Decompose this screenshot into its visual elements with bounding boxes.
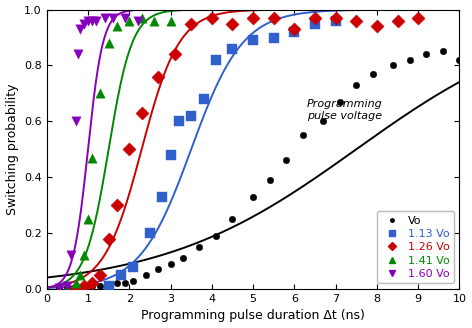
Point — [113, 203, 121, 208]
Point — [55, 285, 63, 290]
Point — [97, 273, 104, 278]
Point — [72, 285, 79, 290]
Point — [167, 152, 174, 157]
Point — [88, 155, 96, 160]
Point — [154, 267, 162, 272]
Point — [422, 51, 430, 57]
Point — [88, 281, 96, 286]
Point — [212, 233, 219, 238]
Point — [389, 63, 397, 68]
Point — [113, 24, 121, 29]
Point — [353, 18, 360, 23]
Point — [369, 71, 377, 76]
Point — [154, 74, 162, 79]
Point — [105, 236, 112, 241]
Point — [196, 244, 203, 250]
Point — [113, 281, 121, 286]
Point — [175, 119, 183, 124]
Text: Programming
pulse voltage: Programming pulse voltage — [307, 99, 382, 121]
Point — [266, 177, 273, 183]
Point — [130, 264, 137, 269]
Point — [64, 284, 71, 289]
Point — [311, 21, 319, 26]
Point — [394, 18, 401, 23]
Point — [101, 15, 108, 21]
Point — [88, 284, 96, 289]
Point — [167, 18, 174, 23]
Point — [64, 285, 71, 290]
Point — [121, 15, 129, 21]
Point — [74, 51, 82, 57]
Point — [72, 119, 79, 124]
Point — [228, 46, 236, 51]
Point — [64, 285, 71, 290]
Point — [126, 147, 133, 152]
Point — [84, 18, 92, 23]
Point — [88, 18, 96, 23]
Point — [117, 273, 125, 278]
Point — [84, 216, 92, 222]
Point — [76, 273, 84, 278]
Point — [228, 216, 236, 222]
Point — [105, 284, 112, 289]
Point — [270, 15, 278, 21]
Point — [270, 35, 278, 40]
Point — [138, 15, 145, 21]
Point — [311, 15, 319, 21]
Point — [187, 21, 195, 26]
Point — [187, 113, 195, 118]
Point — [414, 15, 422, 21]
Y-axis label: Switching probability: Switching probability — [6, 84, 18, 215]
Point — [146, 231, 154, 236]
Point — [80, 284, 88, 289]
Point — [109, 15, 117, 21]
Point — [80, 284, 88, 289]
Point — [332, 15, 339, 21]
Point — [291, 27, 298, 32]
Point — [72, 281, 79, 286]
Point — [80, 253, 88, 258]
Point — [97, 91, 104, 96]
Point — [208, 15, 216, 21]
Point — [134, 18, 141, 23]
Point — [249, 15, 257, 21]
Point — [299, 133, 306, 138]
Point — [249, 38, 257, 43]
Point — [76, 27, 84, 32]
Point — [167, 261, 174, 266]
Point — [439, 49, 447, 54]
Point — [142, 273, 150, 278]
Point — [406, 57, 413, 63]
Point — [373, 24, 381, 29]
Point — [67, 253, 75, 258]
Point — [97, 284, 104, 289]
Point — [138, 110, 145, 115]
Point — [179, 256, 187, 261]
Point — [72, 285, 79, 290]
Point — [320, 119, 327, 124]
Point — [93, 18, 100, 23]
Legend: Vo, 1.13 Vo, 1.26 Vo, 1.41 Vo, 1.60 Vo: Vo, 1.13 Vo, 1.26 Vo, 1.41 Vo, 1.60 Vo — [377, 211, 454, 283]
Point — [336, 99, 344, 104]
Point — [291, 29, 298, 34]
Point — [171, 51, 178, 57]
Point — [121, 281, 129, 286]
Point — [159, 194, 166, 199]
Point — [332, 18, 339, 23]
Point — [353, 82, 360, 88]
Point — [150, 18, 158, 23]
Point — [200, 96, 207, 102]
Point — [249, 194, 257, 199]
Point — [455, 57, 463, 63]
Point — [105, 40, 112, 46]
Point — [55, 285, 63, 290]
Point — [126, 18, 133, 23]
Point — [80, 21, 88, 26]
Point — [282, 158, 290, 163]
Point — [212, 57, 219, 63]
Point — [105, 284, 112, 289]
Point — [228, 21, 236, 26]
Point — [130, 278, 137, 283]
X-axis label: Programming pulse duration Δt (ns): Programming pulse duration Δt (ns) — [141, 309, 365, 322]
